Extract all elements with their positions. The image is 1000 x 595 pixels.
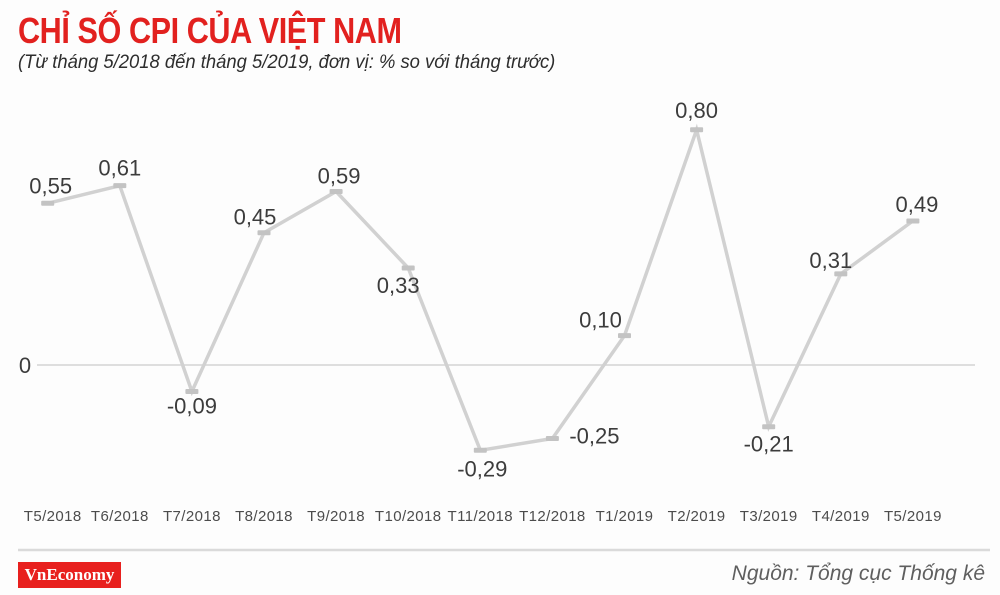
data-point-marker-T7/2018 xyxy=(185,388,199,394)
data-point-marker-T10/2018 xyxy=(401,265,415,271)
data-point-marker-T8/2018 xyxy=(257,230,271,236)
x-axis-tick-label-T6/2018: T6/2018 xyxy=(91,508,149,525)
data-point-label-T11/2018: -0,29 xyxy=(457,456,507,481)
x-axis-tick-label-T2/2019: T2/2019 xyxy=(668,508,726,525)
data-point-marker-T11/2018 xyxy=(473,447,487,453)
data-point-label-T4/2019: 0,31 xyxy=(809,248,852,273)
data-point-label-T3/2019: -0,21 xyxy=(744,432,794,457)
data-point-label-T12/2018: -0,25 xyxy=(569,424,619,449)
page-subtitle: (Từ tháng 5/2018 đến tháng 5/2019, đơn v… xyxy=(18,52,556,73)
data-point-label-T10/2018: 0,33 xyxy=(377,273,420,298)
data-point-marker-T5/2019 xyxy=(906,218,920,224)
x-axis-tick-label-T4/2019: T4/2019 xyxy=(812,508,870,525)
data-point-label-T2/2019: 0,80 xyxy=(675,98,718,123)
data-point-marker-T3/2019 xyxy=(762,424,776,430)
data-point-marker-T5/2018 xyxy=(41,200,55,206)
x-axis-tick-label-T3/2019: T3/2019 xyxy=(740,508,798,525)
data-point-label-T6/2018: 0,61 xyxy=(98,156,141,181)
x-axis-tick-label-T9/2018: T9/2018 xyxy=(307,508,365,525)
data-point-marker-T6/2018 xyxy=(113,183,127,189)
data-point-label-T9/2018: 0,59 xyxy=(318,164,361,189)
data-point-marker-T12/2018 xyxy=(545,436,559,441)
x-axis-tick-label-T12/2018: T12/2018 xyxy=(519,508,586,525)
data-point-marker-T4/2019 xyxy=(834,271,848,277)
data-point-marker-T2/2019 xyxy=(690,127,704,133)
data-point-marker-T9/2018 xyxy=(329,189,343,195)
data-point-label-T5/2019: 0,49 xyxy=(895,192,938,217)
source-attribution: Nguồn: Tổng cục Thống kê xyxy=(731,562,985,585)
data-point-label-T8/2018: 0,45 xyxy=(234,205,277,230)
data-point-marker-T1/2019 xyxy=(618,333,631,339)
x-axis-tick-label-T5/2019: T5/2019 xyxy=(884,508,942,525)
x-axis-tick-label-T5/2018: T5/2018 xyxy=(24,508,82,525)
data-point-label-T1/2019: 0,10 xyxy=(579,308,622,333)
data-point-label-T5/2018: 0,55 xyxy=(29,173,72,198)
x-axis-tick-label-T10/2018: T10/2018 xyxy=(375,508,442,525)
page-title: CHỈ SỐ CPI CỦA VIỆT NAM xyxy=(18,10,402,51)
x-axis-tick-label-T11/2018: T11/2018 xyxy=(448,508,513,525)
zero-axis-label: 0 xyxy=(19,353,31,378)
x-axis-tick-label-T1/2019: T1/2019 xyxy=(596,508,654,525)
vneconomy-logo: VnEconomy xyxy=(18,562,121,588)
x-axis-tick-label-T8/2018: T8/2018 xyxy=(235,508,293,525)
vneconomy-logo-text: VnEconomy xyxy=(24,565,115,584)
data-point-label-T7/2018: -0,09 xyxy=(167,393,217,418)
x-axis-tick-label-T7/2018: T7/2018 xyxy=(163,508,221,525)
